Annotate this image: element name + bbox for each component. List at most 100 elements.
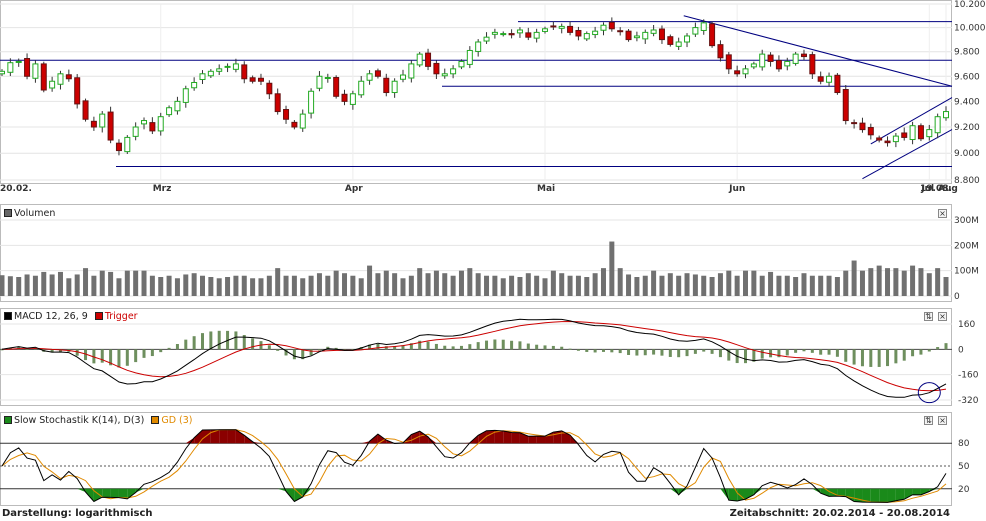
- stoch-panel: 80 50 20 Slow Stochastik K(14), D(3) GD (3…: [0, 412, 986, 506]
- macd-histogram-bar: [276, 349, 280, 351]
- volume-bar: [133, 270, 139, 296]
- candle-body: [550, 25, 557, 28]
- candle-body: [249, 77, 256, 82]
- volume-bar: [809, 275, 815, 296]
- volume-bar: [24, 274, 30, 296]
- price-y-tick: 10.000: [954, 24, 986, 34]
- macd-histogram-bar: [192, 336, 196, 350]
- volume-bar: [826, 275, 832, 296]
- volume-bar: [868, 268, 874, 296]
- macd-histogram-bar: [769, 349, 773, 358]
- stoch-oversold-fill: [728, 488, 738, 502]
- macd-close-button[interactable]: ×: [938, 312, 947, 321]
- macd-trigger-line: [1, 320, 947, 392]
- volume-bar: [83, 268, 89, 296]
- trigger-title-text: Trigger: [104, 311, 138, 322]
- candle-body: [224, 65, 231, 68]
- volume-bar: [266, 275, 272, 296]
- volume-bar: [600, 268, 606, 296]
- macd-histogram-bar: [84, 349, 88, 361]
- candle-body: [725, 54, 732, 70]
- volume-bar: [567, 275, 573, 296]
- macd-histogram-bar: [668, 349, 672, 357]
- panel-frame: [0, 412, 952, 506]
- stoch-oversold-fill: [812, 488, 821, 494]
- volume-bar: [433, 270, 439, 296]
- volume-bar: [684, 273, 690, 296]
- price-y-tick: 9.400: [954, 97, 980, 107]
- candle-body: [308, 90, 315, 114]
- macd-histogram-bar: [844, 349, 848, 362]
- volume-bar: [99, 270, 105, 296]
- macd-histogram-bar: [802, 349, 806, 352]
- candle-body: [684, 35, 691, 43]
- macd-histogram-bar: [585, 349, 589, 352]
- candle-body: [608, 21, 615, 30]
- candle-body: [617, 30, 624, 33]
- macd-histogram-bar: [927, 349, 931, 352]
- macd-histogram-bar: [601, 349, 605, 352]
- candle-body: [316, 75, 323, 89]
- stoch-oversold-fill: [110, 488, 119, 498]
- macd-histogram-bar: [869, 349, 873, 367]
- volume-bar: [74, 274, 80, 296]
- macd-histogram-bar: [459, 345, 463, 350]
- candle-body: [491, 31, 498, 35]
- macd-histogram-bar: [326, 346, 330, 350]
- volume-bar: [834, 277, 840, 296]
- candle-body: [826, 75, 833, 83]
- volume-bar: [726, 270, 732, 296]
- macd-histogram-bar: [109, 349, 113, 366]
- volume-close-button[interactable]: ×: [938, 209, 947, 218]
- macd-y-tick: -160: [958, 371, 979, 381]
- macd-resize-button[interactable]: ⇅: [924, 312, 933, 321]
- candle-body: [257, 77, 264, 82]
- stoch-overbought-fill: [411, 431, 420, 444]
- macd-histogram-bar: [284, 349, 288, 356]
- candle-body: [508, 33, 515, 36]
- candle-body: [642, 31, 649, 40]
- candle-body: [232, 63, 239, 70]
- candle-body: [709, 23, 716, 47]
- macd-histogram-bar: [877, 349, 881, 367]
- stoch-overbought-fill: [185, 437, 195, 444]
- macd-histogram-bar: [0, 349, 4, 351]
- volume-y-tick: 0: [954, 292, 960, 302]
- volume-title: Volumen: [4, 208, 55, 219]
- volume-bar: [818, 275, 824, 296]
- candle-body: [324, 77, 331, 80]
- volume-bar: [626, 274, 632, 296]
- price-y-tick: 9.000: [954, 149, 980, 159]
- candle-body: [934, 116, 941, 134]
- candle-body: [943, 111, 949, 119]
- volume-bar: [784, 275, 790, 296]
- macd-histogram-bar: [134, 349, 138, 363]
- stoch-title-text: Slow Stochastik K(14), D(3): [14, 415, 145, 426]
- volume-bar: [717, 273, 723, 296]
- volume-y-tick: 200M: [954, 241, 979, 251]
- candle-body: [767, 54, 774, 62]
- candle-body: [283, 109, 290, 120]
- candle-body: [742, 68, 749, 75]
- macd-histogram-bar: [744, 349, 748, 364]
- macd-histogram-bar: [209, 331, 213, 350]
- candle-body: [408, 63, 415, 79]
- macd-histogram-bar: [677, 349, 681, 358]
- footer-period: Zeitabschnitt: 20.02.2014 - 20.08.2014: [729, 508, 950, 519]
- candle-body: [416, 53, 423, 66]
- volume-bar: [759, 275, 765, 296]
- macd-histogram-bar: [627, 349, 631, 355]
- candle-body: [892, 135, 899, 143]
- volume-bar: [108, 271, 114, 296]
- candle-body: [458, 60, 465, 68]
- volume-bar: [901, 270, 907, 296]
- stoch-close-button[interactable]: ×: [938, 416, 947, 425]
- candle-body: [817, 76, 824, 82]
- candle-body: [909, 125, 916, 141]
- volume-bar: [358, 278, 364, 296]
- stoch-oversold-fill: [127, 488, 136, 499]
- candle-body: [466, 49, 473, 65]
- stoch-resize-button[interactable]: ⇅: [924, 416, 933, 425]
- stoch-swatch: [4, 416, 12, 424]
- volume-bar: [492, 275, 498, 296]
